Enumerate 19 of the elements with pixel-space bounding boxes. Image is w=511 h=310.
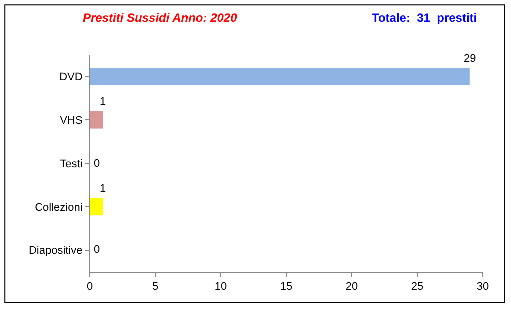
x-tick-label: 20 bbox=[346, 281, 358, 294]
data-label: 0 bbox=[94, 158, 100, 170]
x-tick-label: 15 bbox=[280, 281, 293, 294]
x-tick-label: 0 bbox=[86, 281, 94, 294]
x-tick-label: 30 bbox=[476, 281, 490, 294]
y-tick-label: VHS bbox=[60, 114, 83, 127]
y-tick-label: Collezioni bbox=[35, 202, 83, 214]
data-label: 29 bbox=[464, 53, 476, 65]
y-tick-label: DVD bbox=[60, 72, 83, 84]
x-tick-label: 25 bbox=[411, 281, 424, 294]
data-label: 0 bbox=[94, 244, 100, 256]
data-label: 1 bbox=[100, 183, 106, 195]
chart-subtitle: Totale: 31 prestiti bbox=[372, 11, 478, 25]
x-tick-label: 10 bbox=[214, 281, 228, 294]
x-tick-label: 5 bbox=[152, 281, 159, 294]
data-label: 1 bbox=[100, 96, 106, 108]
y-tick-label: Testi bbox=[60, 158, 83, 170]
chart-title: Prestiti Sussidi Anno: 2020 bbox=[83, 11, 238, 25]
y-tick-label: Diapositive bbox=[28, 245, 83, 258]
